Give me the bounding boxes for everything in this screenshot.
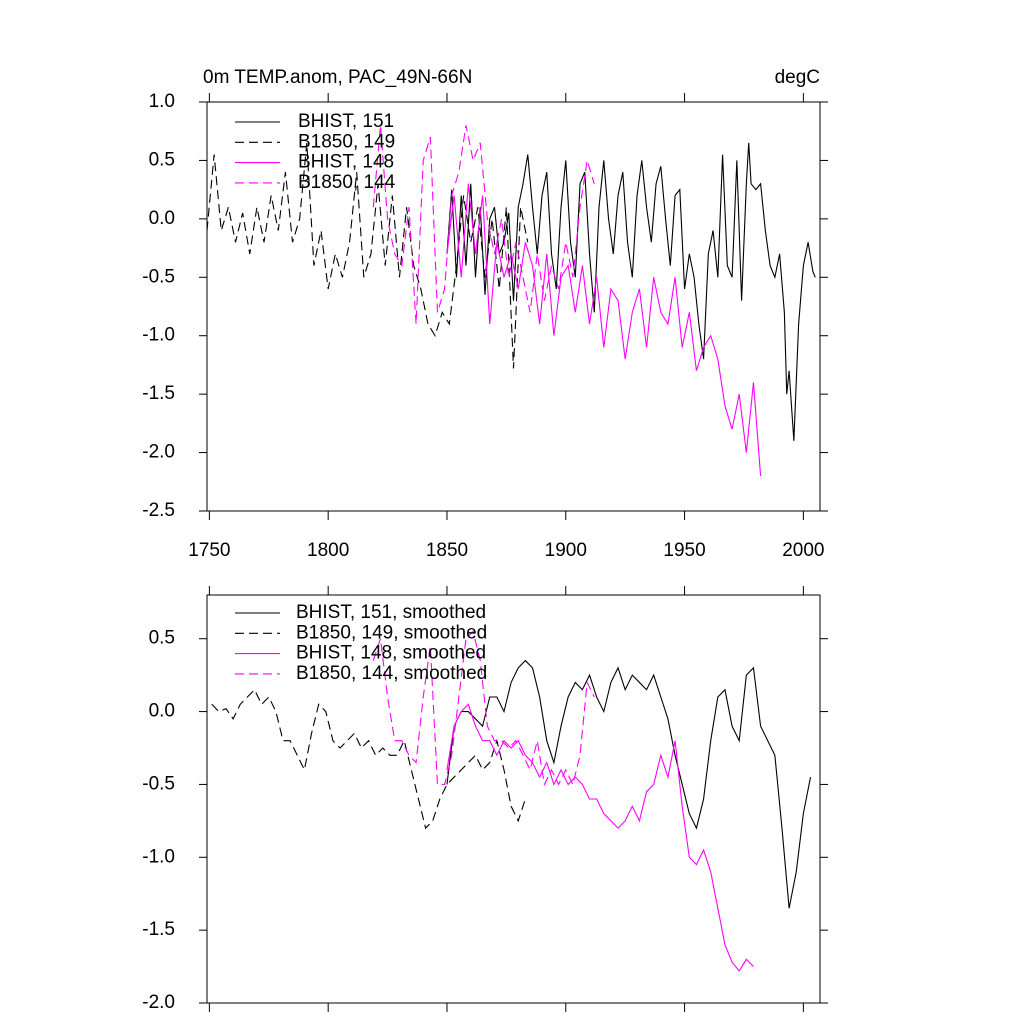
y-tick-label: -0.5 [142,773,175,794]
legend-label: B1850, 149 [298,131,395,152]
y-tick-label: 0.0 [149,208,175,229]
x-tick-label: 1900 [545,540,587,561]
series-group [207,125,816,476]
x-tick-label: 1850 [426,540,468,561]
units-label: degC [775,67,820,88]
x-tick-label: 1750 [188,540,230,561]
y-tick-label: -2.0 [142,442,175,463]
y-tick-label: 0.5 [149,628,175,649]
chart-title: 0m TEMP.anom, PAC_49N-66N [203,67,472,88]
series-line [446,659,812,909]
series-group [211,630,812,972]
legend-label: BHIST, 148 [298,152,394,173]
legend-label: B1850, 144, smoothed [296,663,487,684]
y-tick-label: 0.0 [149,701,175,722]
plot-frame [206,101,821,512]
series-line [207,142,529,369]
legend-label: B1850, 149, smoothed [296,622,487,643]
x-tick-label: 1800 [307,540,349,561]
y-tick-label: -2.0 [142,992,175,1013]
legend-label: BHIST, 148, smoothed [296,643,486,664]
legend-label: BHIST, 151, smoothed [296,602,486,623]
series-line [446,142,816,441]
y-tick-label: 1.0 [149,91,175,112]
series-line [211,688,526,830]
y-tick-label: -1.5 [142,919,175,940]
legend-label: B1850, 144 [298,172,396,193]
x-tick-label: 2000 [782,540,824,561]
y-tick-label: -1.0 [142,325,175,346]
y-tick-label: 0.5 [149,149,175,170]
series-line [372,125,595,325]
y-tick-label: -0.5 [142,266,175,287]
series-line [372,630,595,787]
series-line [446,703,754,972]
x-tick-label: 1950 [663,540,705,561]
y-tick-label: -2.5 [142,500,175,521]
series-line [446,183,762,476]
y-tick-label: -1.5 [142,383,175,404]
y-tick-label: -1.0 [142,846,175,867]
legend-label: BHIST, 151 [298,111,394,132]
plot-frame [206,594,821,1004]
